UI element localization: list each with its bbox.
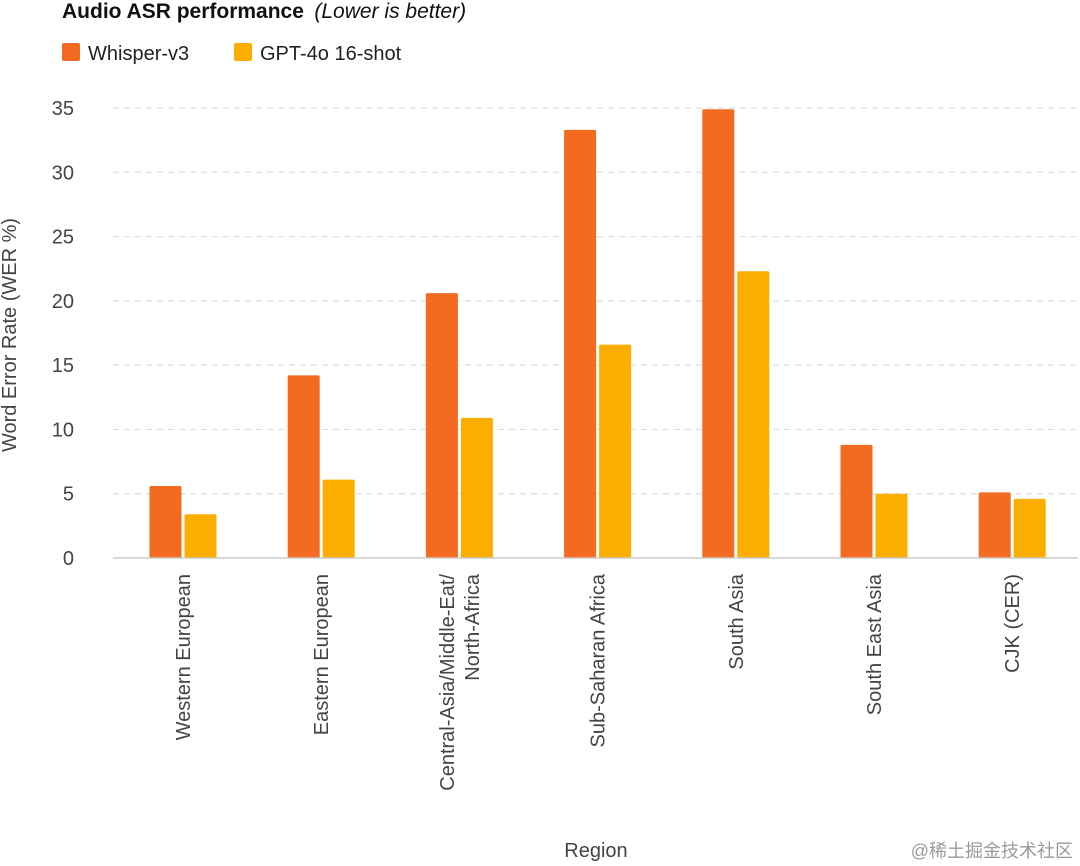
x-tick-label-line: Eastern European	[311, 574, 333, 735]
legend-swatch-whisper	[62, 43, 80, 61]
x-tick-label-line: South East Asia	[864, 573, 886, 715]
bar-gpt-4o-16-shot	[460, 417, 493, 558]
x-tick-label: CJK (CER)	[1002, 574, 1024, 673]
bar-whisper-v3	[840, 444, 873, 558]
bars	[149, 109, 1046, 559]
legend-label-gpt4o: GPT-4o 16-shot	[260, 43, 402, 65]
x-tick-label: Central-Asia/Middle-Eat/North-Africa	[437, 573, 484, 791]
bar-gpt-4o-16-shot	[737, 271, 770, 558]
y-tick-label: 0	[63, 548, 74, 570]
x-tick-label: Western European	[173, 574, 195, 740]
bar-gpt-4o-16-shot	[322, 479, 355, 558]
chart-title-subtitle: (Lower is better)	[314, 0, 466, 23]
x-axis-label: Region	[564, 840, 627, 862]
x-tick-label-line: South Asia	[726, 573, 748, 670]
x-tick-label-line: CJK (CER)	[1002, 574, 1024, 673]
bar-whisper-v3	[287, 375, 320, 558]
bar-whisper-v3	[149, 486, 182, 558]
chart-title: Audio ASR performance (Lower is better)	[62, 0, 466, 23]
x-tick-label-line: Western European	[173, 574, 195, 740]
bar-whisper-v3	[425, 293, 458, 558]
x-tick-label: South East Asia	[864, 573, 886, 715]
chart-title-main: Audio ASR performance	[62, 0, 304, 23]
x-tick-label-line: North-Africa	[462, 573, 484, 681]
x-axis-ticks: Western European Eastern European Central-…	[173, 573, 1024, 791]
bar-gpt-4o-16-shot	[599, 344, 632, 558]
x-tick-label: South Asia	[726, 573, 748, 670]
y-tick-label: 25	[52, 227, 74, 249]
x-tick-label-line: Central-Asia/Middle-Eat/	[437, 574, 459, 791]
legend-swatch-gpt4o	[234, 43, 252, 61]
y-tick-label: 20	[52, 291, 74, 313]
bar-whisper-v3	[978, 492, 1011, 558]
y-tick-label: 15	[52, 355, 74, 377]
x-tick-label: Eastern European	[311, 574, 333, 735]
x-tick-label-line: Sub-Saharan Africa	[588, 573, 610, 747]
y-tick-label: 30	[52, 162, 74, 184]
gridlines	[113, 107, 1078, 495]
y-tick-label: 10	[52, 419, 74, 441]
bar-gpt-4o-16-shot	[1013, 498, 1046, 558]
y-tick-label: 35	[52, 98, 74, 120]
y-axis-label: Word Error Rate (WER %)	[0, 218, 21, 452]
bar-gpt-4o-16-shot	[875, 493, 908, 558]
y-axis-ticks: 0 5 10 15 20 25 30 35	[52, 98, 74, 570]
watermark: @稀土掘金技术社区	[911, 841, 1073, 861]
x-tick-label: Sub-Saharan Africa	[588, 573, 610, 747]
bar-gpt-4o-16-shot	[184, 514, 217, 558]
y-tick-label: 5	[63, 484, 74, 506]
bar-whisper-v3	[702, 109, 735, 559]
legend: Whisper-v3 GPT-4o 16-shot	[62, 43, 402, 65]
legend-label-whisper: Whisper-v3	[88, 43, 189, 65]
bar-whisper-v3	[564, 129, 597, 558]
